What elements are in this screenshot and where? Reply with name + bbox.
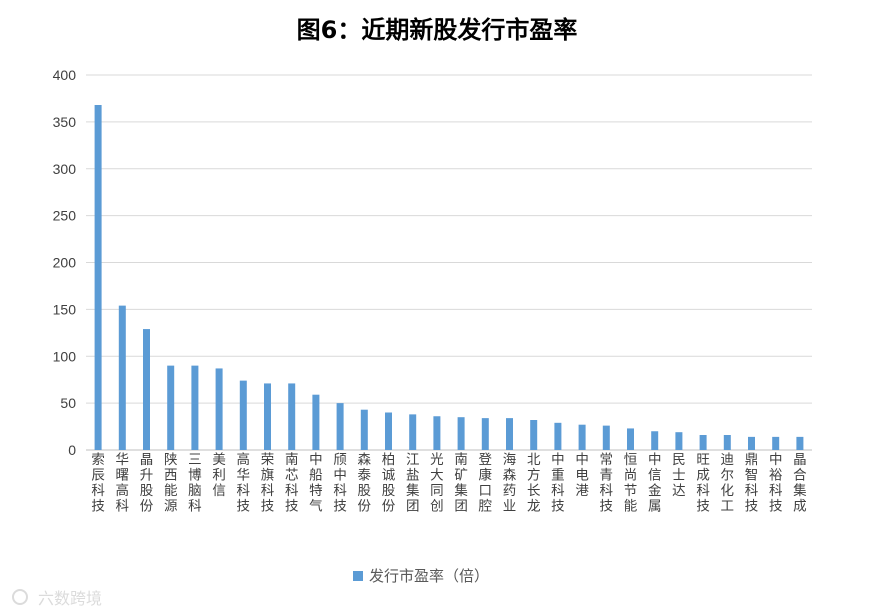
x-tick-label: 旺成科技 — [696, 452, 710, 515]
bar — [578, 424, 586, 450]
watermark: 六数跨境 — [12, 589, 102, 608]
bar — [239, 380, 247, 450]
bar — [143, 329, 150, 450]
bar — [312, 394, 320, 450]
x-tick-label: 华曙高科 — [116, 452, 130, 515]
chart-title: 图6：近期新股发行市盈率 — [297, 16, 578, 44]
bar — [167, 365, 175, 450]
x-tick-label: 南芯科技 — [285, 452, 299, 515]
x-tick-label: 海森药业 — [503, 452, 517, 515]
x-tick-label: 光大同创 — [430, 452, 444, 515]
x-tick-label: 中信金属 — [648, 452, 662, 515]
bar — [699, 435, 707, 450]
watermark-logo-icon — [12, 589, 28, 605]
legend: 发行市盈率（倍） — [353, 567, 489, 585]
y-tick-label: 100 — [53, 348, 77, 364]
x-tick-label: 北方长龙 — [527, 452, 541, 515]
bar — [675, 432, 683, 450]
x-tick-label: 高华科技 — [237, 451, 251, 515]
bar — [481, 418, 489, 450]
bar — [191, 365, 199, 450]
y-tick-label: 300 — [53, 161, 77, 177]
x-tick-label: 中船特气 — [309, 452, 323, 515]
bar — [772, 436, 780, 450]
x-tick-label: 登康口腔 — [479, 452, 493, 515]
legend-swatch — [353, 571, 363, 581]
bar — [288, 383, 296, 450]
x-tick-label: 中重科技 — [551, 452, 565, 515]
x-tick-label: 森泰股份 — [358, 452, 372, 515]
y-tick-label: 50 — [60, 395, 76, 411]
bar — [723, 435, 731, 450]
x-tick-label: 三博脑科 — [188, 452, 202, 515]
legend-label: 发行市盈率（倍） — [369, 567, 489, 585]
x-tick-label: 江盐集团 — [406, 452, 420, 515]
bar — [215, 368, 223, 450]
x-tick-label: 恒尚节能 — [624, 452, 638, 515]
bar — [385, 412, 392, 450]
bar — [457, 417, 465, 450]
x-tick-label: 民士达 — [672, 452, 686, 499]
x-tick-label: 美利信 — [212, 452, 226, 499]
bar — [748, 436, 755, 450]
bar — [796, 436, 804, 450]
bar — [118, 305, 126, 450]
bar — [409, 414, 417, 450]
y-tick-label: 350 — [53, 114, 77, 130]
x-tick-label: 陕西能源 — [164, 452, 178, 515]
x-tick-label: 颀中科技 — [333, 452, 347, 515]
bar — [264, 383, 271, 450]
x-tick-label: 迪尔化工 — [721, 452, 735, 515]
bar — [602, 425, 610, 450]
bar — [651, 431, 659, 450]
bar — [627, 428, 634, 450]
x-tick-label: 中裕科技 — [769, 452, 783, 515]
y-tick-label: 250 — [53, 208, 77, 224]
y-tick-label: 150 — [53, 301, 77, 317]
bar — [94, 105, 102, 450]
bar — [554, 422, 562, 450]
x-tick-label: 中电港 — [575, 452, 589, 499]
bar — [530, 420, 538, 450]
x-tick-label: 常青科技 — [600, 452, 614, 515]
x-tick-label: 晶合集成 — [793, 452, 807, 515]
y-tick-label: 400 — [53, 67, 77, 83]
x-tick-label: 柏诚股份 — [382, 452, 396, 515]
x-tick-label: 鼎智科技 — [745, 452, 759, 515]
y-tick-label: 200 — [53, 255, 77, 271]
x-axis-labels: 索辰科技华曙高科晶升股份陕西能源三博脑科美利信高华科技荣旗科技南芯科技中船特气颀… — [91, 451, 807, 515]
bar — [360, 409, 368, 450]
x-tick-label: 荣旗科技 — [261, 452, 275, 515]
bar — [433, 416, 441, 450]
y-axis-ticks: 0 50 100 150 200 250 300 350 400 — [53, 67, 77, 458]
x-tick-label: 南矿集团 — [454, 452, 468, 515]
watermark-text: 六数跨境 — [38, 589, 102, 608]
bar — [506, 418, 513, 450]
bar — [336, 403, 344, 450]
y-tick-label: 0 — [68, 442, 76, 458]
bar-series — [94, 105, 804, 450]
x-tick-label: 索辰科技 — [91, 452, 105, 515]
gridlines — [86, 74, 812, 451]
x-tick-label: 晶升股份 — [140, 452, 154, 515]
